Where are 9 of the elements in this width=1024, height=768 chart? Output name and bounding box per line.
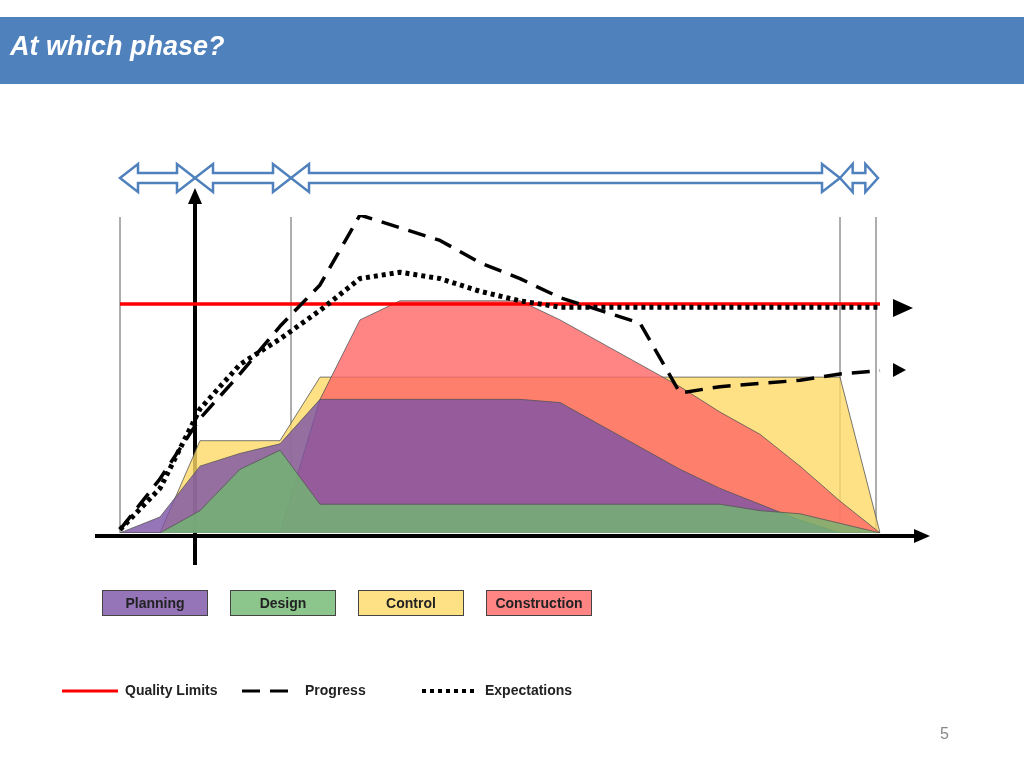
legend-label: Expectations [485,682,573,698]
legend-key: Control [358,590,464,616]
legend-key: Construction [486,590,592,616]
legend-label: Quality Limits [125,682,218,698]
text: 5 [940,725,949,743]
legend-label: Progress [305,682,366,698]
legend-key: Design [230,590,336,616]
legend-key: Planning [102,590,208,616]
chart-title: At which phase? [10,31,225,62]
